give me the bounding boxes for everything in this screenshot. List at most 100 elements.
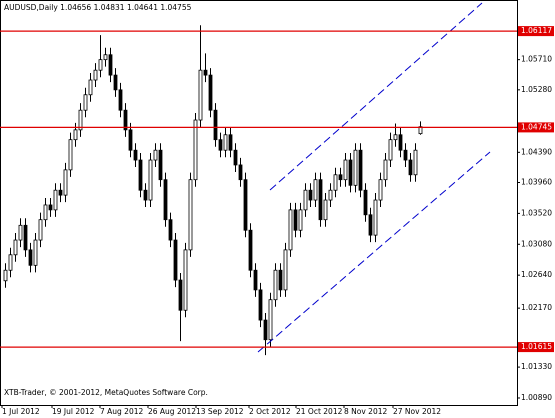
candle-body — [328, 189, 333, 201]
candle-body — [368, 214, 373, 236]
candle-body — [323, 199, 328, 221]
plot-frame — [0, 0, 518, 406]
candle-body — [233, 149, 238, 166]
y-tick-label: 1.03520 — [521, 208, 552, 217]
candle-body — [153, 149, 158, 161]
y-tick-label: 1.02640 — [521, 270, 552, 279]
candle-body — [43, 204, 48, 221]
candle-body — [273, 269, 278, 301]
candle-body — [363, 189, 368, 216]
candle-body — [193, 119, 198, 181]
candle-body — [3, 269, 8, 282]
candle-body — [413, 149, 418, 176]
candle-body — [203, 69, 208, 76]
candle-body — [238, 164, 243, 181]
candle-body — [208, 74, 213, 111]
candle-body — [198, 69, 203, 121]
candle-body — [358, 149, 363, 191]
candle-body — [18, 224, 23, 241]
candle-body — [283, 249, 288, 291]
price-level-box — [518, 342, 554, 353]
candle-body — [243, 179, 248, 231]
candle-body — [253, 269, 258, 291]
x-tick-label: 26 Aug 2012 — [148, 407, 196, 416]
candle-body — [278, 269, 283, 291]
candle-body — [408, 159, 413, 176]
x-tick-label: 19 Jul 2012 — [52, 407, 95, 416]
candle-body — [418, 126, 423, 135]
y-tick-label: 1.01330 — [521, 362, 552, 371]
candle-body — [383, 159, 388, 181]
candle-body — [313, 179, 318, 201]
candle-body — [113, 74, 118, 91]
x-tick-label: 2 Oct 2012 — [249, 407, 291, 416]
x-tick-label: 7 Aug 2012 — [100, 407, 143, 416]
candle-body — [68, 139, 73, 171]
chart-title: AUDUSD,Daily 1.04656 1.04831 1.04641 1.0… — [4, 3, 192, 12]
y-tick-label: 1.05280 — [521, 85, 552, 94]
y-tick-label: 1.03080 — [521, 239, 552, 248]
candle-body — [378, 179, 383, 201]
candle-body — [168, 219, 173, 241]
candle-body — [38, 219, 43, 241]
price-level-label: 1.04745 — [521, 122, 552, 131]
candle-body — [48, 204, 53, 211]
trend-channel-upper — [269, 2, 483, 191]
x-tick-label: 1 Jul 2012 — [2, 407, 40, 416]
copyright: XTB-Trader, © 2001-2012, MetaQuotes Soft… — [4, 388, 208, 397]
candle-body — [373, 199, 378, 236]
candle-body — [298, 209, 303, 231]
candle-body — [188, 179, 193, 251]
candle-body — [303, 189, 308, 211]
price-level-label: 1.06117 — [521, 26, 552, 35]
candle-body — [103, 54, 108, 61]
candle-body — [388, 139, 393, 161]
y-tick-label: 1.03960 — [521, 177, 552, 186]
candle-body — [223, 134, 228, 151]
candle-body — [318, 179, 323, 221]
candle-body — [123, 109, 128, 131]
candle-body — [133, 149, 138, 161]
y-tick-label: 1.02170 — [521, 303, 552, 312]
candle-body — [178, 279, 183, 311]
price-level-box — [518, 122, 554, 133]
candle-body — [8, 254, 13, 271]
candle-body — [398, 134, 403, 151]
candle-body — [23, 224, 28, 251]
candle-body — [138, 159, 143, 191]
x-tick-label: 8 Nov 2012 — [344, 407, 387, 416]
candle-body — [118, 89, 123, 111]
candle-body — [293, 209, 298, 231]
x-tick-label: 27 Nov 2012 — [393, 407, 441, 416]
y-tick-label: 1.04390 — [521, 147, 552, 156]
candle-body — [98, 59, 103, 71]
candle-body — [108, 54, 113, 76]
y-tick-label: 1.05710 — [521, 55, 552, 64]
x-tick-label: 21 Oct 2012 — [296, 407, 343, 416]
candle-body — [338, 174, 343, 181]
candle-body — [33, 239, 38, 266]
candle-body — [288, 209, 293, 251]
candle-body — [258, 289, 263, 321]
candle-body — [353, 149, 358, 186]
candle-body — [173, 239, 178, 281]
trend-channel-lower — [257, 151, 491, 353]
candle-body — [143, 189, 148, 201]
candle-body — [333, 174, 338, 191]
candle-body — [128, 129, 133, 151]
x-tick-label: 13 Sep 2012 — [196, 407, 244, 416]
candle-body — [163, 179, 168, 221]
candle-body — [53, 189, 58, 211]
candle-body — [88, 79, 93, 96]
candle-body — [148, 159, 153, 201]
y-tick-label: 1.00890 — [521, 393, 552, 402]
candle-body — [403, 149, 408, 161]
candle-body — [343, 159, 348, 181]
candle-body — [393, 134, 398, 141]
candle-body — [213, 109, 218, 141]
candle-body — [63, 169, 68, 196]
candle-body — [263, 319, 268, 341]
candle-body — [228, 134, 233, 151]
candle-body — [158, 149, 163, 181]
